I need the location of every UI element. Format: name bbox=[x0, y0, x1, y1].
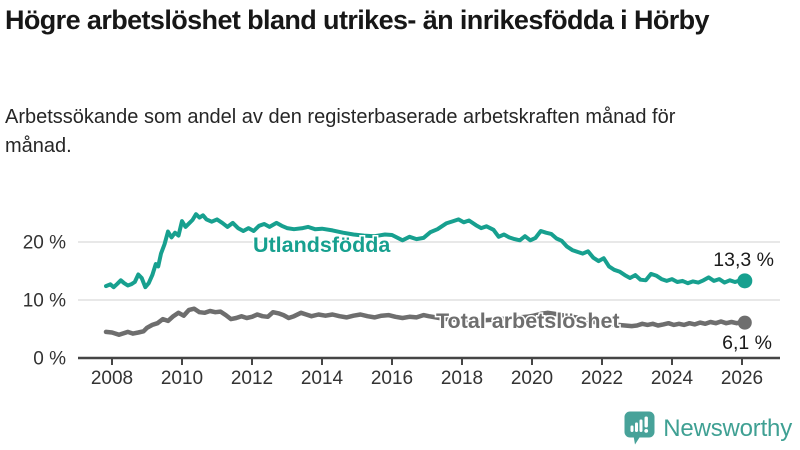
series-line-utlandsfodda bbox=[104, 212, 747, 290]
newsworthy-logo: Newsworthy bbox=[623, 410, 792, 447]
y-tick-label-20: 20 % bbox=[23, 233, 66, 254]
unemployment-line-chart: 2008 2010 2012 2014 2016 2018 2020 2022 2024 2026… bbox=[23, 212, 780, 389]
x-tick-label-2024: 2024 bbox=[651, 368, 694, 389]
x-tick-label-2008: 2008 bbox=[91, 368, 133, 389]
value-label-total: 6,1 % bbox=[722, 332, 772, 354]
series-label-utlandsfodda: Utlandsfödda bbox=[253, 233, 391, 257]
series-line-total bbox=[103, 306, 748, 338]
x-tick-label-2016: 2016 bbox=[371, 368, 413, 389]
logo-exclamation-bar bbox=[644, 416, 649, 428]
series-end-dot-utlandsfodda bbox=[737, 273, 753, 289]
brand-name: Newsworthy bbox=[663, 414, 792, 442]
page-title: Högre arbetslöshet bland utrikes- än inr… bbox=[5, 5, 710, 35]
newsworthy-speech-bubble-bar-chart-icon bbox=[624, 411, 655, 445]
x-tick-label-2022: 2022 bbox=[581, 368, 623, 389]
y-tick-label-10: 10 % bbox=[23, 291, 66, 312]
logo-bar-medium bbox=[635, 422, 639, 432]
y-tick-label-0: 0 % bbox=[33, 349, 66, 370]
x-tick-label-2012: 2012 bbox=[231, 368, 273, 389]
x-tick-label-2020: 2020 bbox=[511, 368, 553, 389]
series-label-total: Total arbetslöshet bbox=[436, 309, 620, 333]
logo-bar-small bbox=[630, 425, 634, 432]
x-tick-label-2018: 2018 bbox=[441, 368, 483, 389]
x-tick-label-2010: 2010 bbox=[161, 368, 203, 389]
logo-exclamation-dot bbox=[644, 429, 649, 433]
series-end-dot-total bbox=[737, 315, 752, 330]
logo-bar-tall bbox=[639, 419, 643, 432]
x-tick-label-2014: 2014 bbox=[301, 368, 344, 389]
x-tick-label-2026: 2026 bbox=[721, 368, 763, 389]
chart-area: 2008 2010 2012 2014 2016 2018 2020 2022 2024 2026… bbox=[0, 178, 800, 400]
chart-subtitle: Arbetssökande som andel av den registerb… bbox=[5, 106, 676, 157]
value-label-utlandsfodda: 13,3 % bbox=[713, 249, 774, 271]
